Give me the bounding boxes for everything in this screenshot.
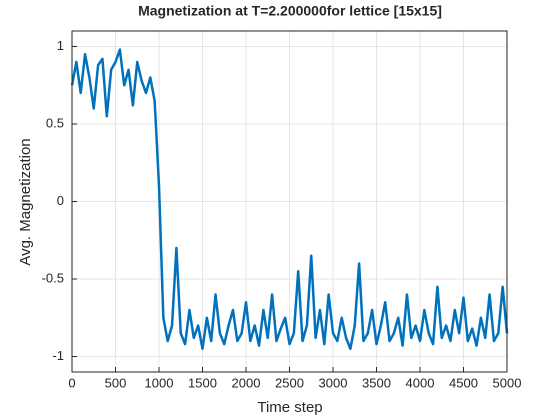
- y-axis-label: Avg. Magnetization: [17, 138, 34, 265]
- y-tick-label: -1: [52, 348, 64, 363]
- x-tick-label: 4500: [449, 375, 478, 390]
- y-tick-label: -0.5: [42, 270, 64, 285]
- y-tick-label: 0.5: [46, 115, 64, 130]
- x-tick-label: 0: [68, 375, 75, 390]
- axes-box: [71, 30, 508, 373]
- x-tick-label: 5000: [493, 375, 522, 390]
- x-tick-label: 2500: [275, 375, 304, 390]
- x-axis-label: Time step: [257, 399, 322, 416]
- x-tick-label: 3500: [362, 375, 391, 390]
- x-tick-label: 1500: [188, 375, 217, 390]
- y-tick-label: 0: [57, 193, 64, 208]
- data-line: [70, 48, 509, 350]
- y-tick-label: 1: [57, 38, 64, 53]
- x-tick-label: 1000: [145, 375, 174, 390]
- x-tick-label: 2000: [232, 375, 261, 390]
- x-tick-label: 4000: [406, 375, 435, 390]
- x-tick-label: 500: [105, 375, 127, 390]
- x-tick-label: 3000: [319, 375, 348, 390]
- chart-title: Magnetization at T=2.200000for lettice […: [138, 3, 442, 19]
